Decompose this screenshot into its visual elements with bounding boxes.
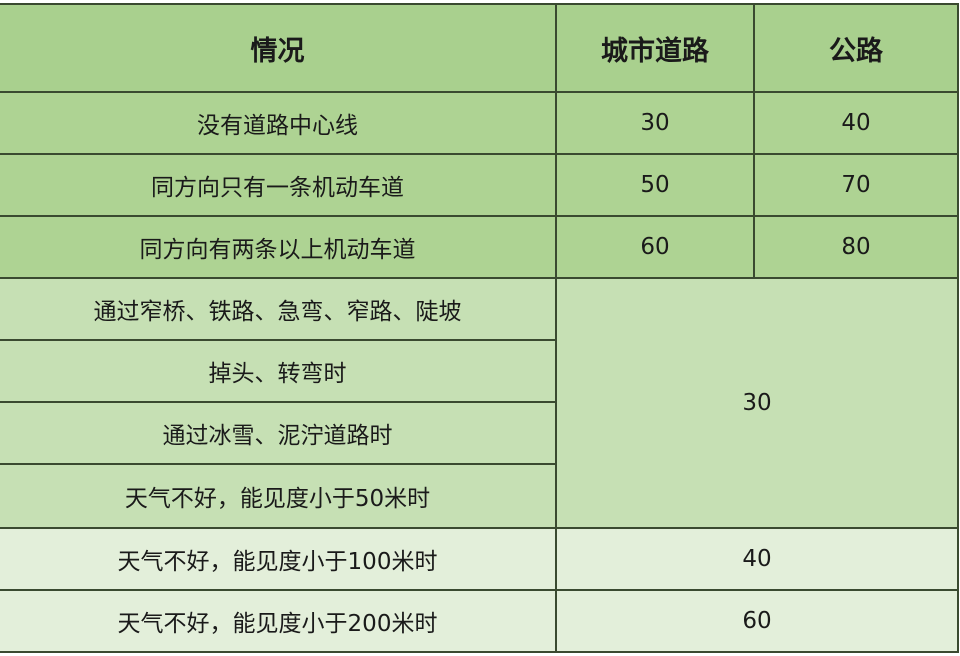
situation-cell: 通过窄桥、铁路、急弯、窄路、陡坡 <box>0 277 557 341</box>
situation-cell: 掉头、转弯时 <box>0 339 557 403</box>
merged-value: 30 <box>555 277 959 529</box>
table-row: 天气不好，能见度小于100米时 40 <box>0 527 959 591</box>
city-value: 30 <box>555 91 755 155</box>
header-city-road: 城市道路 <box>555 3 755 93</box>
situation-cell: 天气不好，能见度小于100米时 <box>0 527 557 591</box>
header-situation: 情况 <box>0 3 557 93</box>
table-row: 同方向只有一条机动车道 50 70 <box>0 153 959 217</box>
highway-value: 70 <box>753 153 959 217</box>
situation-cell: 天气不好，能见度小于50米时 <box>0 463 557 529</box>
city-value: 50 <box>555 153 755 217</box>
table-row: 通过窄桥、铁路、急弯、窄路、陡坡 30 <box>0 277 959 529</box>
highway-value: 80 <box>753 215 959 279</box>
highway-value: 40 <box>753 91 959 155</box>
situation-cell: 通过冰雪、泥泞道路时 <box>0 401 557 465</box>
speed-limit-table: 情况 城市道路 公路 没有道路中心线 30 40 同方向只有一条机动车道 50 … <box>0 3 959 653</box>
value-cell: 60 <box>555 589 959 653</box>
table-row: 天气不好，能见度小于50米时 <box>0 463 958 529</box>
table-row: 通过冰雪、泥泞道路时 <box>0 401 958 465</box>
city-value: 60 <box>555 215 755 279</box>
situation-cell: 同方向有两条以上机动车道 <box>0 215 557 279</box>
situation-cell: 同方向只有一条机动车道 <box>0 153 557 217</box>
header-row: 情况 城市道路 公路 <box>0 3 959 93</box>
header-highway: 公路 <box>753 3 959 93</box>
value-cell: 40 <box>555 527 959 591</box>
situation-cell: 天气不好，能见度小于200米时 <box>0 589 557 653</box>
table-row: 没有道路中心线 30 40 <box>0 91 959 155</box>
table-row: 掉头、转弯时 <box>0 339 958 403</box>
table-row: 同方向有两条以上机动车道 60 80 <box>0 215 959 279</box>
situation-cell: 没有道路中心线 <box>0 91 557 155</box>
table-row: 天气不好，能见度小于200米时 60 <box>0 589 959 653</box>
